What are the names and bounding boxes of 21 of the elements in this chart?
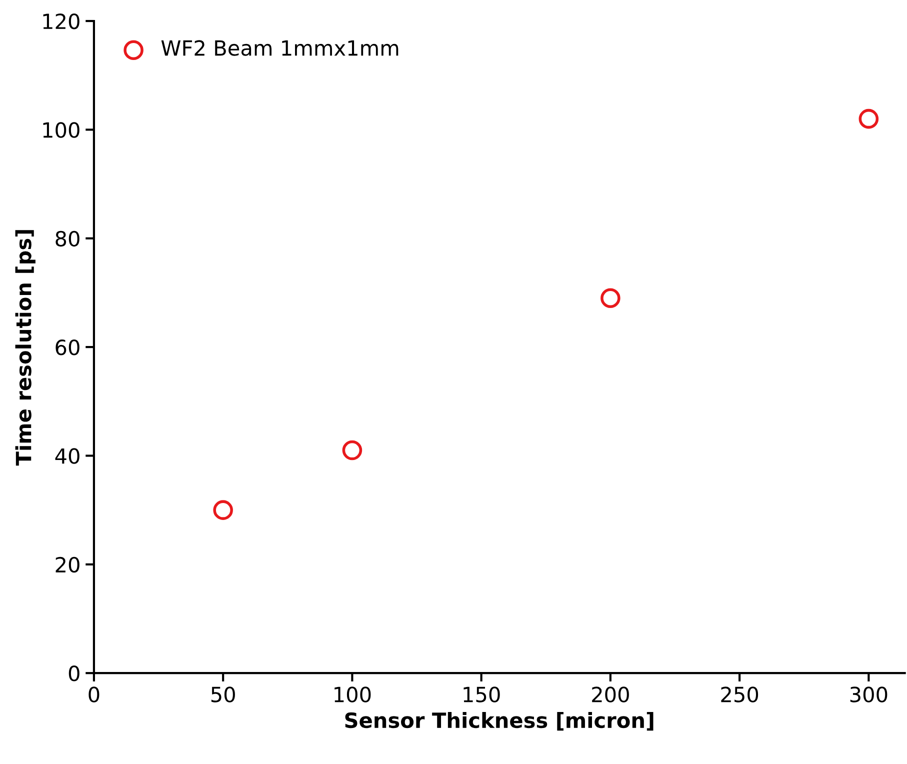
x-tick-label: 150 — [464, 686, 500, 702]
y-tick-label: 80 — [56, 230, 80, 247]
y-tick-label: 100 — [43, 122, 80, 138]
y-tick-label: 40 — [55, 448, 80, 464]
y-tick-label: 20 — [56, 556, 80, 573]
point — [213, 500, 233, 520]
x-tick-label: 250 — [721, 686, 758, 702]
point — [600, 288, 620, 308]
y-tick-label: 60 — [56, 340, 80, 356]
x-tick-label: 50 — [211, 686, 235, 702]
legend-label: WF2 Beam 1mmx1mm — [161, 40, 398, 56]
x-tick-label: 200 — [592, 686, 629, 702]
y-tick-label: 0 — [68, 666, 80, 682]
x-tick-label: 100 — [334, 686, 371, 702]
point — [342, 440, 362, 460]
y-axis-title: Time resolution [ps] — [15, 230, 36, 466]
x-tick-label: 0 — [88, 686, 100, 702]
y-tick-label: 120 — [43, 13, 80, 30]
point — [858, 108, 879, 129]
x-tick-label: 300 — [850, 686, 888, 702]
x-axis-title: Sensor Thickness [micron] — [345, 712, 654, 731]
